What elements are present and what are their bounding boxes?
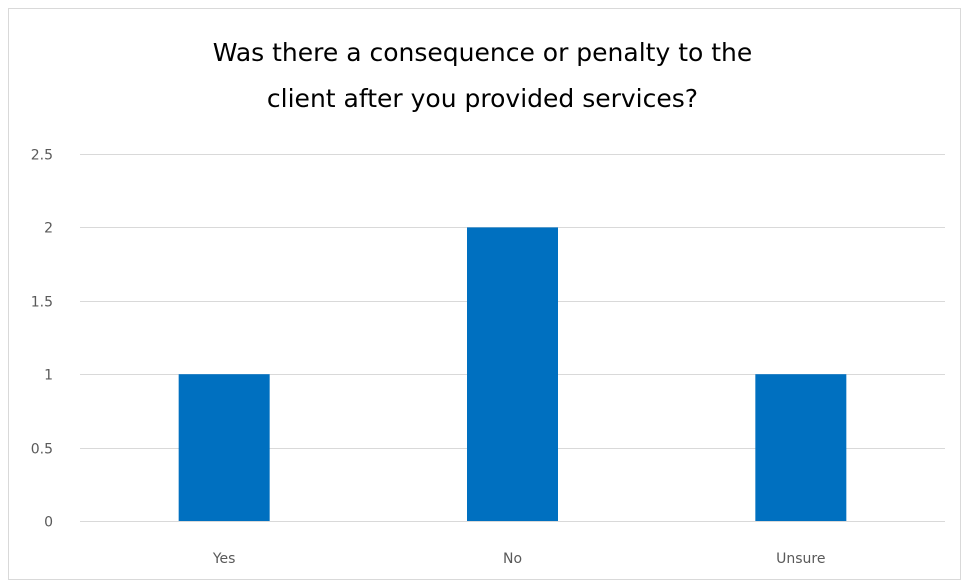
bar-unsure <box>755 374 847 521</box>
y-tick-label: 0 <box>44 515 53 531</box>
x-axis: Yes No Unsure <box>212 551 826 567</box>
y-tick-label: 1.5 <box>31 295 53 311</box>
y-axis: 0 0.5 1 1.5 2 2.5 <box>31 148 53 531</box>
x-tick-label: Unsure <box>776 551 825 567</box>
chart-title-line-2: client after you provided services? <box>266 84 699 113</box>
chart-title: Was there a consequence or penalty to th… <box>0 30 965 122</box>
x-tick-label: No <box>503 551 522 567</box>
y-tick-label: 2.5 <box>31 148 53 164</box>
bar-no <box>467 227 558 521</box>
y-tick-label: 0.5 <box>31 442 53 458</box>
y-tick-label: 1 <box>44 368 53 384</box>
bar-series <box>178 227 847 521</box>
chart-title-line-1: Was there a consequence or penalty to th… <box>212 38 753 67</box>
x-tick-label: Yes <box>212 551 236 567</box>
y-tick-label: 2 <box>44 221 53 237</box>
bar-yes <box>178 374 270 521</box>
